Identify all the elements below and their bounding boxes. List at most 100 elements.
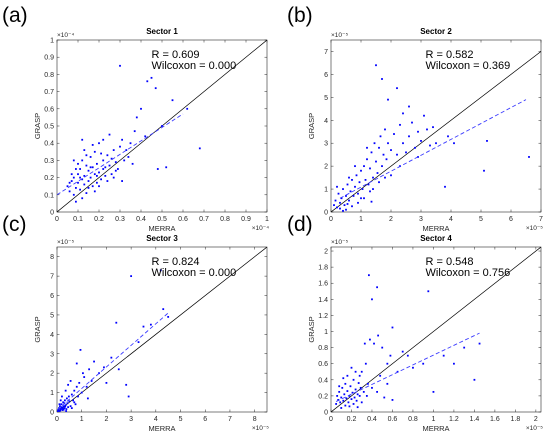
data-point bbox=[87, 187, 90, 189]
data-point bbox=[435, 142, 437, 145]
data-point bbox=[371, 298, 373, 301]
x-tick-label: 2 bbox=[104, 416, 108, 423]
data-point bbox=[353, 396, 356, 399]
data-point bbox=[381, 346, 384, 349]
data-point bbox=[340, 197, 343, 200]
data-point bbox=[432, 126, 434, 129]
panel-tag: (d) bbox=[287, 213, 313, 236]
data-point bbox=[67, 406, 70, 409]
data-point bbox=[402, 112, 404, 115]
data-point bbox=[91, 144, 94, 146]
plot-area bbox=[57, 40, 267, 212]
data-point bbox=[115, 321, 118, 324]
y-tick-label: 5 bbox=[50, 312, 54, 319]
data-point bbox=[65, 410, 68, 412]
stat-text: R = 0.548 bbox=[426, 256, 474, 268]
one-to-one-line bbox=[57, 247, 267, 412]
data-point bbox=[133, 130, 136, 133]
data-point bbox=[339, 401, 342, 404]
data-point bbox=[335, 403, 338, 405]
data-point bbox=[405, 151, 407, 154]
panel-3: (c) Sector 3 0 1 2 3 4 5 6 7 8 0 1 2 3 4 5 6 7 8 ×10⁻⁵ ×10⁻⁵ M… bbox=[2, 213, 269, 433]
data-point bbox=[88, 368, 91, 371]
data-point bbox=[378, 181, 380, 184]
data-point bbox=[389, 354, 392, 357]
data-point bbox=[382, 153, 385, 156]
data-point bbox=[383, 396, 386, 399]
data-point bbox=[391, 399, 394, 401]
data-point bbox=[408, 105, 410, 108]
data-point bbox=[366, 146, 368, 149]
data-point bbox=[81, 197, 84, 200]
y-tick-label: 4 bbox=[324, 118, 328, 125]
data-point bbox=[83, 183, 86, 186]
data-point bbox=[64, 404, 67, 407]
data-point bbox=[135, 116, 138, 119]
x-tick-label: 1.8 bbox=[511, 416, 521, 423]
plot-area bbox=[331, 247, 541, 412]
y-tick-label: 1.4 bbox=[318, 297, 328, 304]
y-tick-label: 1 bbox=[50, 390, 54, 397]
data-point bbox=[378, 146, 380, 149]
data-point bbox=[368, 274, 370, 277]
data-point bbox=[142, 325, 145, 328]
data-point bbox=[96, 162, 98, 165]
x-axis-label: MERRA bbox=[422, 424, 449, 433]
y-tick-label: 0.3 bbox=[44, 158, 54, 165]
data-point bbox=[70, 180, 73, 182]
data-point bbox=[80, 391, 83, 394]
data-point bbox=[351, 391, 354, 394]
y-multiplier: ×10⁻⁵ bbox=[331, 239, 348, 246]
data-point bbox=[376, 390, 378, 393]
data-point bbox=[67, 395, 70, 398]
data-point bbox=[358, 395, 361, 397]
data-point bbox=[350, 398, 353, 401]
data-point bbox=[354, 185, 356, 188]
one-to-one-line bbox=[331, 51, 541, 212]
stat-text: Wilcoxon = 0.000 bbox=[152, 60, 237, 72]
data-point bbox=[129, 142, 132, 145]
y-tick-label: 4 bbox=[50, 332, 54, 339]
data-point bbox=[65, 397, 68, 400]
data-point bbox=[57, 410, 59, 412]
data-point bbox=[423, 114, 425, 117]
data-point bbox=[75, 200, 77, 203]
data-point bbox=[357, 382, 360, 384]
data-point bbox=[363, 342, 366, 345]
data-point bbox=[396, 153, 398, 156]
x-tick-label: 8 bbox=[253, 416, 257, 423]
data-point bbox=[381, 165, 383, 168]
data-point bbox=[73, 389, 76, 392]
data-point bbox=[89, 166, 92, 169]
data-point bbox=[342, 209, 344, 212]
data-point bbox=[463, 346, 466, 349]
data-point bbox=[372, 188, 374, 190]
data-point bbox=[399, 123, 401, 126]
data-point bbox=[102, 168, 105, 170]
data-point bbox=[100, 152, 102, 155]
data-point bbox=[66, 185, 69, 188]
data-point bbox=[336, 206, 338, 209]
y-tick-label: 0.7 bbox=[44, 89, 54, 96]
data-point bbox=[110, 356, 113, 359]
data-point bbox=[83, 149, 86, 151]
data-point bbox=[356, 393, 359, 396]
data-point bbox=[121, 138, 123, 141]
data-point bbox=[64, 405, 67, 408]
data-point bbox=[156, 168, 159, 170]
plot-area bbox=[331, 51, 541, 212]
data-point bbox=[362, 390, 365, 393]
y-tick-label: 2 bbox=[50, 371, 54, 378]
data-point bbox=[100, 178, 102, 181]
data-point bbox=[112, 176, 115, 179]
y-tick-label: 0.4 bbox=[44, 141, 54, 148]
data-point bbox=[91, 166, 94, 169]
data-point bbox=[352, 378, 355, 381]
y-tick-label: 0 bbox=[50, 410, 54, 417]
data-point bbox=[349, 190, 352, 193]
data-point bbox=[69, 405, 72, 408]
data-point bbox=[363, 197, 365, 200]
data-point bbox=[372, 176, 374, 179]
panel-tag: (c) bbox=[2, 213, 27, 236]
y-tick-label: 1 bbox=[324, 329, 328, 336]
